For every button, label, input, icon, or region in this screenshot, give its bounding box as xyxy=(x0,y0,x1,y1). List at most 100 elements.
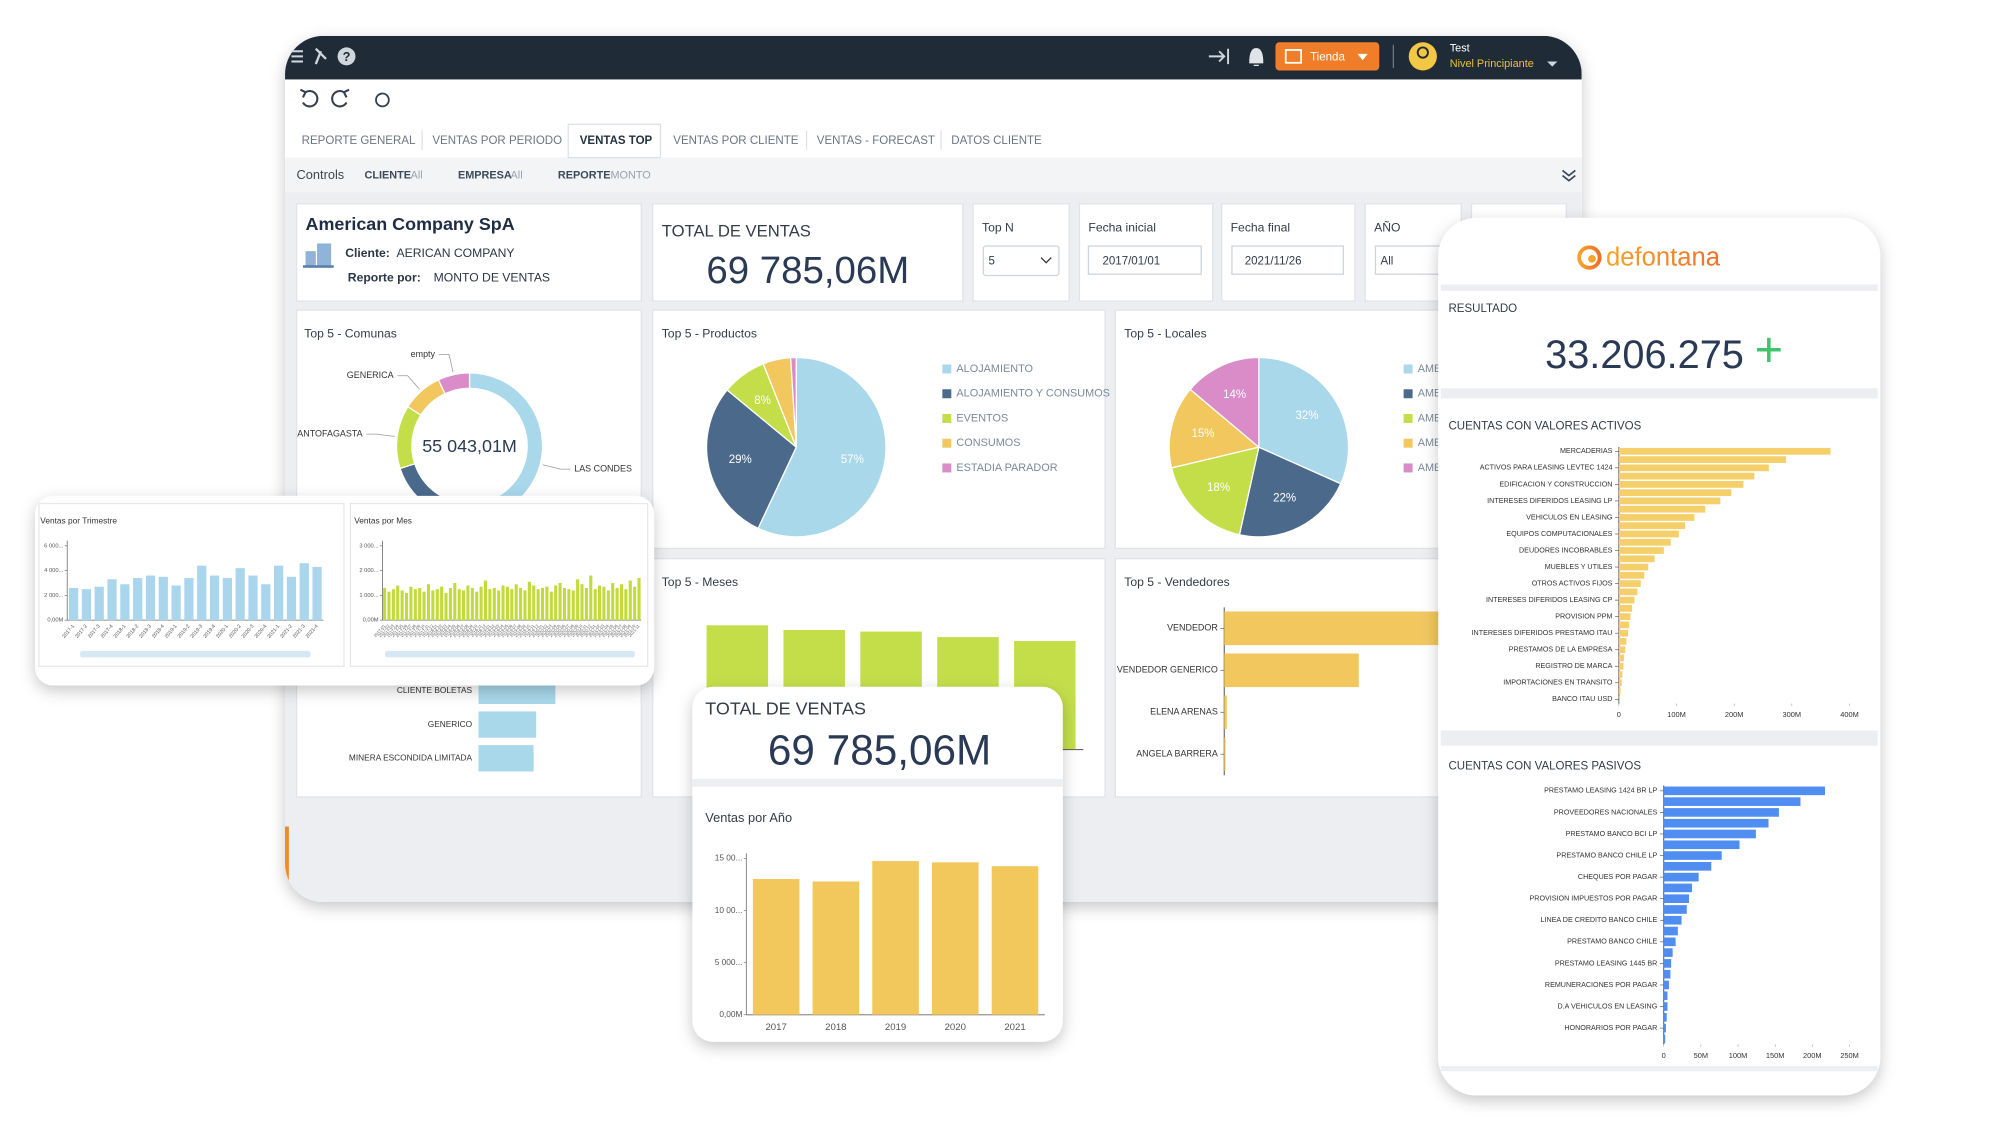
bar xyxy=(444,592,448,621)
filter-name[interactable]: CLIENTE xyxy=(364,169,411,181)
x-tick-label: 200M xyxy=(1803,1051,1822,1060)
x-tick-label: 150M xyxy=(1766,1051,1785,1060)
scrollbar[interactable] xyxy=(80,650,311,658)
user-caret[interactable] xyxy=(1547,61,1558,67)
y-tick-label: 2 000... xyxy=(44,593,64,599)
bar xyxy=(475,591,479,621)
y-tick-label: CLIENTE BOLETAS xyxy=(397,685,473,695)
selector-value[interactable]: All xyxy=(1381,255,1394,267)
help-icon[interactable] xyxy=(337,47,356,66)
selector-boxes[interactable] xyxy=(982,245,1450,277)
filter-value[interactable]: All xyxy=(511,169,523,181)
bar xyxy=(312,566,322,621)
bar xyxy=(1663,915,1682,925)
expand-icon[interactable] xyxy=(1561,169,1576,182)
x-tick-label: 200M xyxy=(1725,710,1744,719)
bar xyxy=(94,586,104,621)
bar xyxy=(593,589,597,621)
bar xyxy=(1224,737,1226,772)
y-tick-label: MERCADERIAS xyxy=(1560,447,1613,455)
history-icon[interactable] xyxy=(375,92,390,108)
x-tick-label: 50M xyxy=(1694,1051,1708,1060)
tab[interactable]: DATOS CLIENTE xyxy=(951,135,1042,147)
bar xyxy=(991,866,1039,1015)
y-tick-label: EDIFICACION Y CONSTRUCCION xyxy=(1499,480,1612,488)
reporte-label: Reporte por: xyxy=(348,270,421,284)
logout-icon[interactable] xyxy=(1208,48,1230,65)
bar xyxy=(457,589,461,621)
bar xyxy=(1618,522,1686,530)
bar xyxy=(479,586,483,621)
redo-icon[interactable] xyxy=(331,88,350,108)
tab[interactable]: VENTAS TOP xyxy=(580,135,653,147)
y-tick-label: ELENA ARENAS xyxy=(1150,707,1218,717)
bar xyxy=(523,590,527,621)
menu-icon[interactable] xyxy=(291,50,303,63)
slice-label: 8% xyxy=(754,395,771,407)
y-tick-label: PRESTAMO BANCO BCI LP xyxy=(1566,830,1658,838)
selector-value[interactable]: 2017/01/01 xyxy=(1103,255,1161,267)
bar xyxy=(1618,547,1664,554)
bar xyxy=(1663,862,1712,871)
pin-icon[interactable] xyxy=(314,47,327,65)
y-tick-label: LINEA DE CREDITO BANCO CHILE xyxy=(1541,916,1658,924)
bar xyxy=(1663,1013,1667,1022)
bar xyxy=(567,589,571,621)
filter-name[interactable]: REPORTE xyxy=(558,169,611,181)
chart-title: Top 5 - Locales xyxy=(1124,327,1206,341)
slice-label: 18% xyxy=(1207,482,1230,494)
avatar[interactable] xyxy=(1408,42,1437,71)
bell-icon[interactable] xyxy=(1249,48,1264,66)
chart-title: CUENTAS CON VALORES PASIVOS xyxy=(1448,760,1641,772)
brand-logo xyxy=(1577,245,1602,270)
tab[interactable]: VENTAS - FORECAST xyxy=(817,135,935,147)
bar xyxy=(1663,1034,1666,1044)
y-tick-label: OTROS ACTIVOS FIJOS xyxy=(1532,579,1613,587)
y-tick-label: 4 000... xyxy=(44,568,64,574)
y-tick-label: INTERESES DIFERIDOS PRESTAMO ITAU xyxy=(1472,629,1613,637)
bar xyxy=(580,584,584,621)
filter-value[interactable]: MONTO xyxy=(610,169,650,181)
undo-icon[interactable] xyxy=(299,88,319,108)
bar xyxy=(589,575,593,621)
tab[interactable]: REPORTE GENERAL xyxy=(302,135,416,147)
bar xyxy=(1618,671,1623,678)
y-tick-label: PROVISION PPM xyxy=(1555,613,1612,621)
avatar-head xyxy=(1416,46,1429,59)
bar xyxy=(1663,980,1669,990)
selector-value[interactable]: 5 xyxy=(988,255,994,267)
bar xyxy=(1663,1002,1668,1011)
bar xyxy=(133,578,143,621)
bar xyxy=(540,587,545,621)
bar xyxy=(383,587,387,621)
company-name: American Company SpA xyxy=(306,214,515,234)
x-tick-label: 100M xyxy=(1667,710,1686,719)
filter-value[interactable]: All xyxy=(411,169,423,181)
bar xyxy=(235,568,245,621)
scrollbar[interactable] xyxy=(384,650,635,658)
bar xyxy=(602,586,606,621)
tab[interactable]: VENTAS POR PERIODO xyxy=(432,135,562,147)
y-tick-label: PRESTAMO BANCO CHILE LP xyxy=(1556,851,1657,859)
bar xyxy=(497,590,501,621)
slice-label: 29% xyxy=(729,454,752,466)
mobile-card: TOTAL DE VENTAS 69 785,06M Ventas por Añ… xyxy=(692,686,1063,1042)
bar xyxy=(571,590,575,621)
select-caret[interactable] xyxy=(1040,257,1052,264)
filter-name[interactable]: EMPRESA xyxy=(458,169,512,181)
bar xyxy=(488,589,492,621)
selector-value[interactable]: 2021/11/26 xyxy=(1245,255,1302,267)
slice-label: 32% xyxy=(1295,410,1318,422)
controls-bar xyxy=(285,157,1582,193)
bar xyxy=(1663,905,1687,914)
bar xyxy=(435,589,439,621)
bar xyxy=(462,590,466,621)
selector-label: Fecha final xyxy=(1231,220,1290,234)
bar xyxy=(628,580,632,621)
bar xyxy=(1663,872,1699,882)
tab[interactable]: VENTAS POR CLIENTE xyxy=(673,135,799,147)
slice-category: GENERICA xyxy=(347,370,394,380)
phone-frame xyxy=(1438,217,1881,1096)
y-tick-label: 0,00M xyxy=(363,618,379,624)
